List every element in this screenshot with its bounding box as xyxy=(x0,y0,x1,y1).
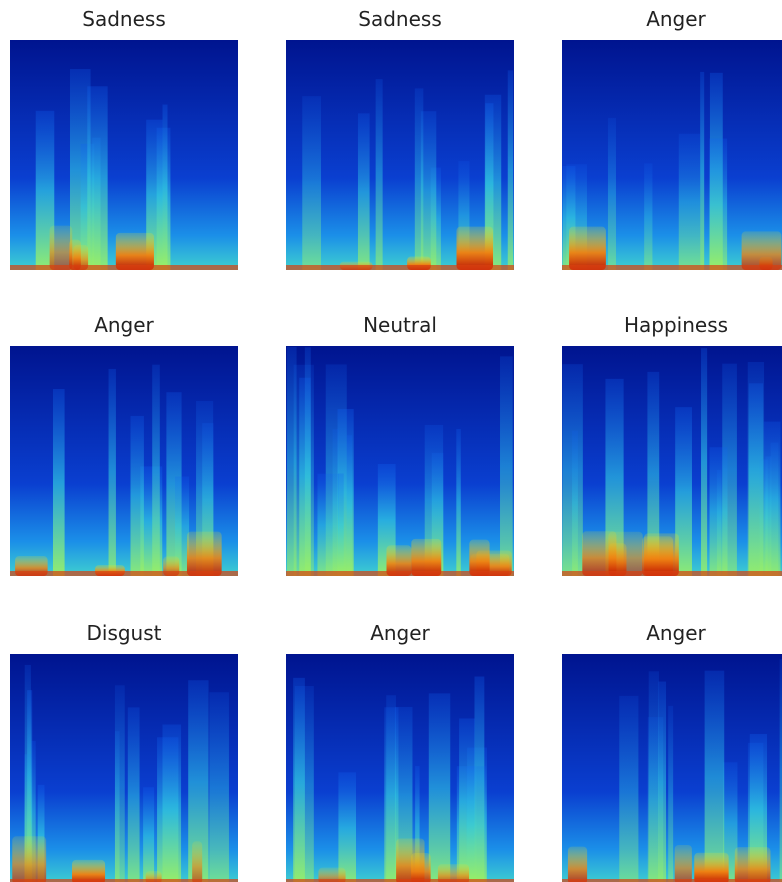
spectrogram-stripe xyxy=(668,706,673,882)
spectrogram-baseband xyxy=(10,571,238,576)
spectrogram xyxy=(286,654,514,882)
spectrogram-stripe xyxy=(679,134,700,270)
panel-title: Neutral xyxy=(363,313,437,337)
spectrogram-stripe xyxy=(415,88,424,270)
spectrogram-stripe xyxy=(209,692,229,882)
spectrogram-hotspot xyxy=(72,860,105,882)
spectrogram-hotspot xyxy=(675,845,692,882)
figure: Sadness Sadness Anger Anger Neutral Happiness… xyxy=(0,0,782,882)
spectrogram xyxy=(286,346,514,576)
spectrogram xyxy=(562,346,782,576)
spectrogram-stripe xyxy=(467,766,486,882)
spectrogram-stripe xyxy=(358,113,370,270)
spectrogram-stripe xyxy=(508,70,513,270)
panel-title: Sadness xyxy=(358,7,441,31)
spectrogram-hotspot xyxy=(582,531,616,576)
spectrogram-stripe xyxy=(338,474,344,576)
spectrogram-stripe xyxy=(705,671,725,882)
spectrogram-hotspot xyxy=(568,847,587,882)
spectrogram-stripe xyxy=(764,422,781,576)
spectrogram-stripe xyxy=(748,362,764,576)
spectrogram-baseband xyxy=(10,265,238,270)
spectrogram-stripe xyxy=(701,348,707,576)
spectrogram-hotspot xyxy=(12,836,46,882)
panel-title: Happiness xyxy=(624,313,728,337)
panel-title: Anger xyxy=(370,621,430,645)
spectrogram-hotspot xyxy=(469,540,489,576)
spectrogram xyxy=(562,654,782,882)
spectrogram-stripe xyxy=(109,369,116,576)
spectrogram-stripe xyxy=(658,682,666,882)
spectrogram-stripe xyxy=(710,447,728,576)
spectrogram-hotspot xyxy=(116,233,154,270)
spectrogram-stripe xyxy=(429,693,450,882)
spectrogram xyxy=(562,40,782,270)
spectrogram-hotspot xyxy=(735,847,771,882)
spectrogram-stripe xyxy=(619,696,638,882)
spectrogram-stripe xyxy=(87,86,107,270)
spectrogram-stripe xyxy=(338,772,356,882)
spectrogram-stripe xyxy=(608,118,616,270)
spectrogram xyxy=(286,40,514,270)
spectrogram-stripe xyxy=(53,389,65,576)
spectrogram-stripe xyxy=(456,429,460,576)
spectrogram-stripe xyxy=(302,96,321,270)
spectrogram-hotspot xyxy=(694,853,728,882)
spectrogram-hotspot xyxy=(569,227,606,270)
spectrogram-stripe xyxy=(131,416,144,576)
spectrogram-stripe xyxy=(287,347,297,576)
spectrogram-stripe xyxy=(295,686,314,882)
spectrogram-hotspot xyxy=(411,853,430,882)
spectrogram xyxy=(10,654,238,882)
spectrogram-stripe xyxy=(347,435,352,576)
spectrogram-baseband xyxy=(286,571,514,576)
spectrogram-stripe xyxy=(500,356,513,576)
spectrogram-baseband xyxy=(286,265,514,270)
spectrogram-hotspot xyxy=(742,231,782,270)
spectrogram-stripe xyxy=(152,365,160,576)
spectrogram-stripe xyxy=(700,72,704,270)
panel-title: Anger xyxy=(646,621,706,645)
spectrogram-hotspot xyxy=(50,226,73,270)
spectrogram-stripe xyxy=(644,163,652,270)
spectrogram xyxy=(10,346,238,576)
spectrogram xyxy=(10,40,238,270)
spectrogram-hotspot xyxy=(457,227,494,270)
spectrogram-hotspot xyxy=(192,841,202,882)
spectrogram-baseband xyxy=(562,265,782,270)
spectrogram-stripe xyxy=(157,737,178,882)
spectrogram-stripe xyxy=(143,787,154,882)
panel-title: Disgust xyxy=(86,621,161,645)
spectrogram-stripe xyxy=(709,139,727,270)
spectrogram-stripe xyxy=(376,79,383,270)
spectrogram-stripe xyxy=(128,707,140,882)
panel-title: Anger xyxy=(94,313,154,337)
panel-title: Sadness xyxy=(82,7,165,31)
panel-title: Anger xyxy=(646,7,706,31)
spectrogram-baseband xyxy=(562,571,782,576)
spectrogram-hotspot xyxy=(411,539,441,576)
spectrogram-stripe xyxy=(572,431,578,576)
spectrogram-stripe xyxy=(115,685,125,882)
spectrogram-stripe xyxy=(333,429,339,576)
spectrogram-stripe xyxy=(299,378,310,576)
spectrogram-hotspot xyxy=(187,532,222,576)
spectrogram-hotspot xyxy=(644,533,679,576)
spectrogram-stripe xyxy=(163,105,168,270)
